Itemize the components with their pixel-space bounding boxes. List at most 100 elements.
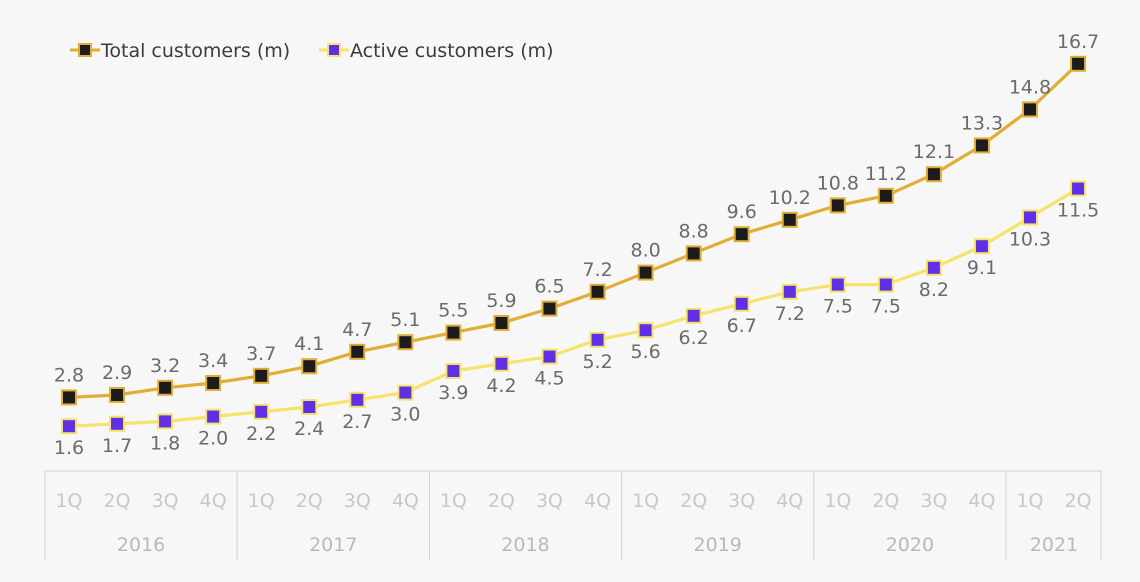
x-tick-label: 3Q [344,490,371,512]
data-point-active [301,399,318,415]
data-label-active: 3.0 [390,404,420,426]
data-point-active [109,415,126,432]
data-label-total: 2.8 [54,364,84,386]
data-point-total [925,166,942,183]
x-year-label: 2016 [117,534,165,556]
x-tick-label: 1Q [1016,490,1043,512]
data-point-total [781,211,798,228]
data-label-total: 2.9 [102,362,132,384]
data-label-active: 2.2 [246,423,276,445]
data-point-total [61,389,77,406]
data-label-active: 7.5 [823,296,853,318]
x-tick-label: 2Q [488,490,515,512]
data-point-total [1070,55,1087,72]
data-point-total [157,379,174,396]
data-point-total [445,324,462,341]
data-label-total: 13.3 [961,112,1003,134]
data-label-total: 3.2 [150,355,180,377]
data-label-total: 7.2 [582,259,612,281]
x-tick-label: 4Q [392,490,419,512]
data-label-active: 6.7 [727,315,757,337]
data-label-total: 5.9 [486,290,516,312]
data-point-total [973,137,990,154]
data-label-active: 1.8 [150,432,180,454]
x-year-label: 2017 [309,534,357,556]
x-year-label: 2018 [501,534,549,556]
data-point-total [493,315,510,331]
data-label-active: 4.5 [534,368,564,390]
data-point-active [349,391,366,408]
data-point-active [1022,209,1038,226]
data-label-active: 3.9 [438,382,468,404]
data-point-active [253,403,270,420]
data-label-total: 10.2 [769,187,811,209]
data-point-total [829,197,846,214]
data-point-active [205,408,222,425]
chart-legend: Total customers (m) Active customers (m) [70,40,554,62]
legend-item-active: Active customers (m) [319,40,554,62]
data-point-active [733,295,750,312]
series-line-active [68,187,1079,428]
series-layer: 2.8 2.9 3.2 3.4 3.7 4.1 4.7 5.1 5.5 5.9 6.5 7.2 8.0 8… [54,31,1099,459]
data-label-active: 1.6 [54,437,84,459]
data-label-total: 16.7 [1057,31,1099,53]
data-point-total [349,343,366,360]
data-point-total [253,367,270,384]
data-label-total: 8.8 [679,220,709,242]
data-point-active [1070,180,1087,197]
x-tick-label: 2Q [680,490,707,512]
data-label-total: 3.7 [246,343,276,365]
data-point-total [301,358,318,375]
data-label-active: 2.4 [294,418,324,440]
data-label-total: 11.2 [865,163,907,185]
x-tick-label: 1Q [248,490,275,512]
x-tick-label: 3Q [728,490,755,512]
legend-label-active: Active customers (m) [350,40,554,62]
x-tick-label: 2Q [872,490,899,512]
data-point-active [829,276,846,293]
x-tick-label: 3Q [920,490,947,512]
series-active: 1.6 1.7 1.8 2.0 2.2 2.4 2.7 3.0 3.9 4.2 4.5 5.2 5.6 6… [54,180,1099,459]
data-label-active: 9.1 [967,257,997,279]
x-tick-label: 1Q [440,490,467,512]
data-label-total: 3.4 [198,350,228,372]
data-point-total [109,387,126,403]
data-point-active [589,331,606,348]
data-point-total [637,264,654,281]
data-label-active: 6.2 [679,327,709,349]
data-label-total: 4.1 [294,333,324,355]
x-tick-label: 2Q [1065,490,1092,512]
data-label-active: 7.5 [871,296,901,318]
data-point-active [493,355,510,372]
x-axis: 1Q 2Q 3Q 4Q 1Q 2Q 3Q 4Q 1Q 2Q 3Q 4Q 1Q 2Q 3Q 4Q 1Q 2Q 3Q 4Q… [44,470,1102,560]
data-label-total: 5.5 [438,300,468,322]
x-tick-label: 4Q [776,490,803,512]
data-label-total: 6.5 [534,276,564,298]
data-point-active [637,322,654,339]
data-point-total [685,245,702,262]
x-year-label: 2020 [886,534,934,556]
series-line-total [68,62,1080,399]
x-tick-label: 4Q [584,490,611,512]
legend-marker-total [78,43,92,57]
data-label-active: 5.6 [630,341,660,363]
x-year-label: 2019 [693,534,741,556]
data-label-total: 14.8 [1009,76,1051,98]
data-point-active [685,307,702,324]
legend-marker-active [327,43,341,57]
x-tick-label: 3Q [152,490,179,512]
data-point-active [157,413,174,430]
data-label-active: 2.7 [342,411,372,433]
data-point-total [877,187,894,204]
data-point-active [61,418,77,435]
data-point-active [877,276,894,293]
data-label-active: 1.7 [102,435,132,457]
data-point-active [925,259,942,276]
data-label-active: 4.2 [486,375,516,397]
data-label-active: 11.5 [1057,200,1099,222]
data-label-total: 9.6 [727,201,757,223]
data-label-active: 8.2 [919,279,949,301]
legend-item-total: Total customers (m) [70,40,290,62]
data-point-active [973,238,990,255]
